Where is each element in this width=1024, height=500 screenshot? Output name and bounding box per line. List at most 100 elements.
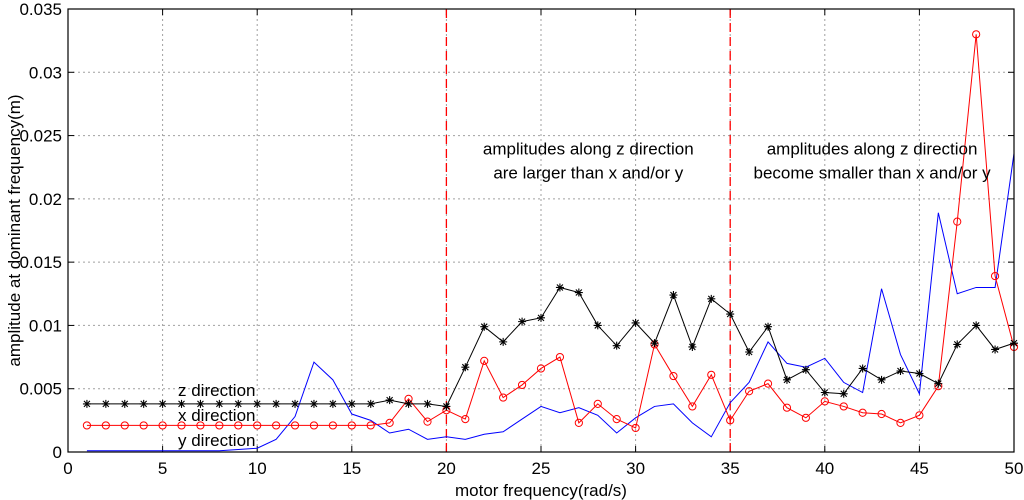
series-line (86, 34, 1015, 429)
y-tick-label: 0.015 (19, 253, 62, 272)
data-point (291, 399, 300, 408)
data-point (328, 399, 337, 408)
data-point (423, 417, 432, 426)
y-tick-label: 0.025 (19, 127, 62, 146)
data-point (537, 313, 545, 322)
data-point (726, 416, 735, 425)
data-point (877, 409, 886, 419)
data-point (404, 399, 413, 408)
x-tick-label: 20 (437, 459, 456, 478)
data-point (517, 380, 527, 390)
data-point (953, 217, 962, 226)
data-point (688, 342, 697, 351)
data-point (707, 370, 716, 379)
x-tick-label: 10 (248, 459, 267, 478)
legend: z direction x direction y direction (178, 381, 255, 450)
data-point (290, 421, 300, 430)
data-point (366, 399, 375, 408)
data-point (801, 413, 810, 422)
data-point (139, 399, 148, 408)
data-point (234, 421, 243, 430)
data-point (328, 421, 337, 430)
data-point (991, 345, 1000, 354)
data-point (858, 364, 867, 373)
data-point (309, 399, 318, 408)
y-tick-label: 0 (53, 443, 62, 462)
data-point (972, 30, 981, 39)
data-point (801, 365, 810, 374)
data-point (782, 403, 792, 412)
data-point (574, 288, 583, 297)
data-point (858, 408, 867, 417)
y-tick-label: 0.035 (19, 0, 62, 19)
annotation-text: become smaller than x and/or y (754, 164, 992, 183)
data-point (555, 352, 565, 362)
legend-entry: x direction (178, 406, 255, 425)
data-point (423, 399, 432, 408)
data-point (593, 321, 602, 330)
legend-entry: z direction (178, 381, 255, 400)
series-2 (86, 153, 1015, 452)
data-point (745, 387, 754, 396)
x-tick-label: 0 (63, 459, 72, 478)
data-point (593, 399, 602, 409)
series-1 (82, 30, 1019, 433)
data-point (839, 402, 848, 411)
data-point (555, 283, 564, 292)
y-tick-label: 0.03 (29, 63, 62, 82)
data-point (442, 402, 451, 411)
y-tick-label: 0.005 (19, 380, 62, 399)
data-point (366, 421, 375, 430)
data-point (877, 375, 886, 384)
data-point (347, 421, 356, 430)
data-point (820, 397, 829, 406)
data-point (253, 421, 262, 430)
data-point (612, 341, 621, 350)
data-point (196, 421, 205, 430)
x-tick-label: 5 (158, 459, 167, 478)
data-point (272, 399, 281, 408)
data-point (764, 322, 773, 331)
x-tick-label: 25 (532, 459, 551, 478)
x-tick-label: 30 (626, 459, 645, 478)
data-point (612, 414, 621, 424)
data-point (669, 291, 678, 300)
data-point (896, 418, 905, 427)
data-point (385, 418, 394, 427)
data-point (745, 348, 754, 357)
grid (67, 8, 1015, 453)
plot-frame (67, 8, 1015, 453)
data-point (158, 421, 167, 430)
data-point (953, 340, 962, 349)
series-line (86, 153, 1015, 452)
x-tick-label: 50 (1005, 459, 1024, 478)
data-point (177, 399, 186, 408)
data-point (782, 375, 791, 384)
data-point (631, 318, 640, 327)
data-point (707, 294, 716, 303)
data-point (309, 421, 319, 430)
data-point (763, 379, 773, 388)
x-axis-label: motor frequency(rad/s) (455, 481, 627, 500)
data-point (650, 339, 659, 348)
data-point (120, 399, 129, 408)
data-point (272, 421, 281, 430)
data-point (631, 423, 640, 433)
data-point (972, 321, 981, 330)
x-tick-label: 40 (815, 459, 834, 478)
legend-entry: y direction (178, 431, 255, 450)
data-point (934, 379, 943, 388)
data-point (101, 399, 110, 408)
y-axis-label: amplitude at dominant frequency(m) (5, 94, 24, 366)
data-point (480, 322, 489, 331)
data-point (158, 399, 167, 408)
data-point (177, 421, 186, 430)
x-tick-label: 15 (342, 459, 361, 478)
annotation-text: amplitudes along z direction (767, 140, 978, 159)
data-point (574, 418, 583, 427)
data-point (839, 389, 848, 398)
y-tick-label: 0.02 (29, 190, 62, 209)
x-tick-labels: 0 5 10 15 20 25 30 35 40 45 50 (63, 459, 1023, 478)
annotation-text: are larger than x and/or y (493, 164, 683, 183)
region-dividers (445, 9, 731, 452)
